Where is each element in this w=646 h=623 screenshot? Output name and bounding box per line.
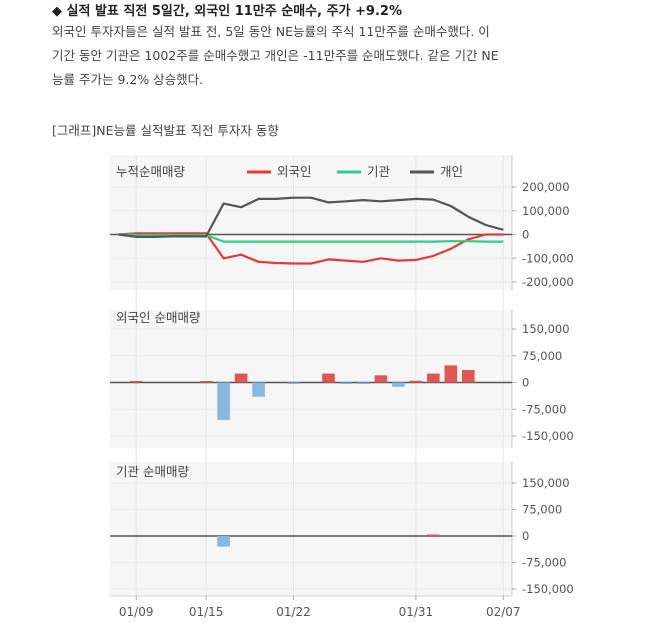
- y-tick-label: -150,000: [522, 429, 574, 443]
- y-tick-label: -150,000: [522, 582, 574, 596]
- graph-caption: [그래프]NE능률 실적발표 직전 투자자 동향: [52, 123, 279, 138]
- bar: [427, 373, 440, 383]
- bar: [234, 373, 248, 383]
- bar: [462, 370, 475, 383]
- legend-label: 기관: [367, 164, 391, 179]
- bar: [444, 365, 458, 383]
- panel-title: 누적순매매량: [116, 164, 186, 179]
- headline: ◆ 실적 발표 직전 5일간, 외국인 11만주 순매수, 주가 +9.2%: [52, 4, 402, 19]
- bar: [252, 382, 265, 397]
- y-tick-label: -75,000: [522, 556, 566, 570]
- paragraph-line: 능률 주가는 9.2% 상승했다.: [52, 72, 204, 87]
- y-tick-label: 75,000: [522, 349, 562, 363]
- panel-title: 외국인 순매매량: [116, 310, 201, 325]
- panel-title: 기관 순매매량: [116, 464, 189, 479]
- x-tick-label: 02/07: [486, 605, 521, 619]
- bar: [409, 380, 423, 383]
- bar: [199, 381, 213, 383]
- article-paragraph: 외국인 투자자들은 실적 발표 전, 5일 동안 NE능률의 주식 11만주를 …: [52, 20, 632, 92]
- y-tick-label: 150,000: [522, 322, 570, 336]
- legend-label: 개인: [440, 164, 463, 179]
- bar: [357, 382, 370, 384]
- series-line: [118, 196, 504, 238]
- bar: [217, 382, 230, 420]
- paragraph-line: 외국인 투자자들은 실적 발표 전, 5일 동안 NE능률의 주식 11만주를 …: [52, 24, 490, 39]
- x-tick-label: 01/09: [119, 605, 154, 619]
- series-line: [118, 232, 504, 265]
- bar: [427, 534, 440, 536]
- y-tick-label: 0: [522, 529, 529, 543]
- bar: [322, 373, 335, 383]
- y-tick-label: 0: [522, 376, 529, 390]
- y-tick-label: 150,000: [522, 476, 570, 490]
- bar: [339, 382, 353, 384]
- series-line: [118, 233, 504, 243]
- bar: [287, 382, 300, 384]
- y-tick-label: -75,000: [522, 402, 566, 416]
- bar: [129, 381, 143, 383]
- y-tick-label: 75,000: [522, 503, 562, 517]
- y-tick-label: 100,000: [522, 204, 570, 218]
- chart-panel-bg: [110, 155, 512, 290]
- chart-panel-bg: [110, 462, 512, 595]
- y-tick-label: -200,000: [522, 275, 574, 289]
- y-tick-label: -100,000: [522, 251, 574, 265]
- x-tick-label: 01/31: [399, 605, 434, 619]
- bar: [374, 375, 388, 383]
- y-tick-label: 0: [522, 228, 529, 242]
- legend-label: 외국인: [277, 164, 312, 179]
- paragraph-line: 기간 동안 기관은 1002주를 순매수했고 개인은 -11만주를 순매도했다.…: [52, 48, 499, 63]
- x-tick-label: 01/22: [276, 605, 311, 619]
- y-tick-label: 200,000: [522, 180, 570, 194]
- x-tick-label: 01/15: [189, 605, 224, 619]
- bar: [217, 536, 230, 547]
- bar: [392, 382, 405, 387]
